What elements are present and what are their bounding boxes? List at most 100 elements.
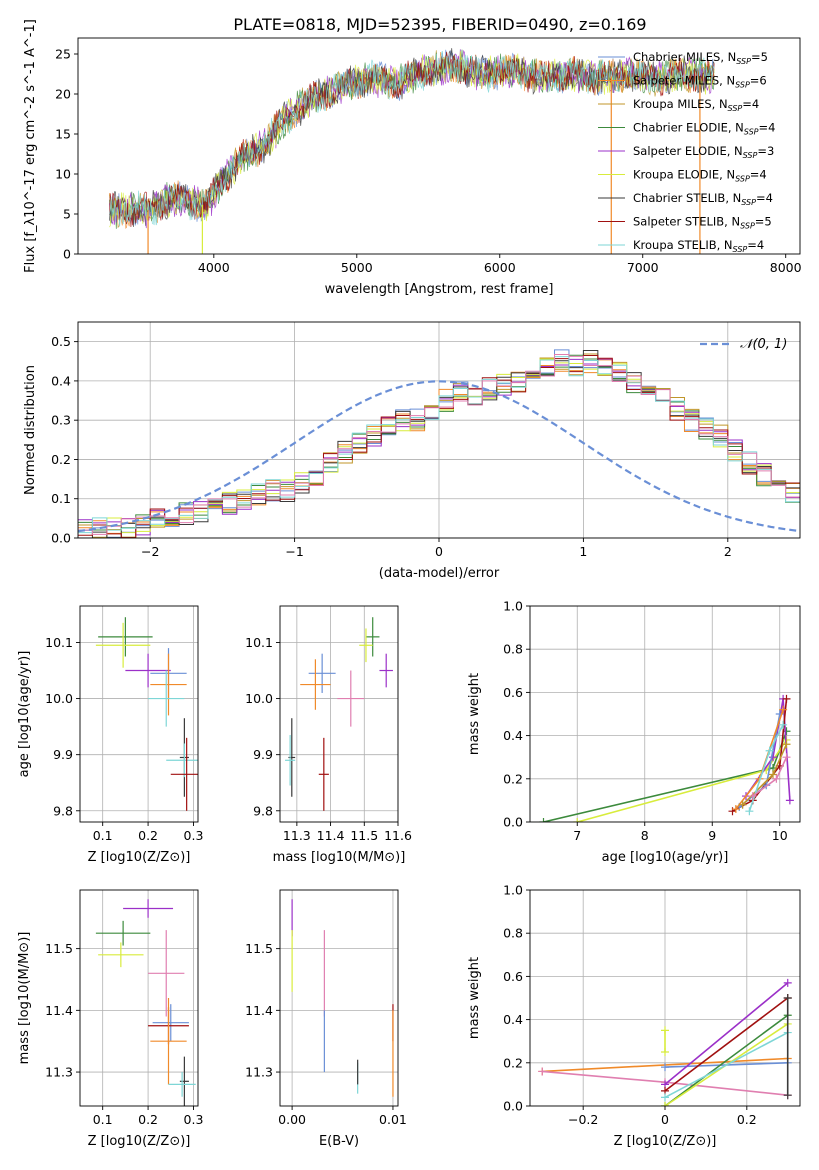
y-tick-label: 0 (63, 247, 71, 262)
mass-weight-marker (785, 796, 794, 805)
y-tick-label: 1.0 (503, 883, 523, 898)
mass-weight-marker (661, 1102, 669, 1106)
legend-label: Salpeter MILES, NSSP=6 (633, 74, 767, 90)
legend-label: Chabrier MILES, NSSP=5 (633, 50, 768, 66)
y-tick-label: 0.0 (503, 815, 523, 830)
mass-weight-marker (782, 694, 791, 703)
mass-weight-marker (769, 753, 777, 762)
mass-weight-marker (573, 818, 582, 822)
mass-weight-marker (783, 978, 792, 987)
mass-weight-marker (765, 746, 774, 755)
y-tick-label: 9.9 (253, 747, 273, 762)
x-tick-label: 0.00 (278, 1112, 306, 1127)
x-axis-label: age [log10(age/yr)] (602, 850, 729, 865)
x-tick-label: 0.2 (138, 1112, 158, 1127)
x-tick-label: −2 (141, 544, 159, 559)
spectrum-frame (77, 37, 801, 255)
y-axis-label: mass weight (467, 673, 482, 755)
x-tick-label: −0.2 (568, 1112, 598, 1127)
legend-label: Chabrier ELODIE, NSSP=4 (633, 121, 775, 137)
x-tick-label: 11.4 (317, 828, 345, 843)
x-axis-label: mass [log10(M/M⊙)] (273, 850, 406, 865)
y-tick-label: 10.0 (245, 691, 273, 706)
legend-label: Kroupa MILES, NSSP=4 (633, 97, 759, 113)
mass-vs-ebv-panel: 0.00 0.01 11.3 11.4 11.5 E(B-V) (245, 889, 407, 1149)
mass-weight-marker (738, 800, 747, 809)
y-tick-label: 0.8 (503, 642, 523, 657)
mass-weight-line (577, 739, 788, 822)
y-tick-label: 11.4 (245, 1003, 273, 1018)
y-tick-label: 11.3 (245, 1065, 273, 1080)
mass-weight-marker (782, 740, 791, 749)
y-tick-label: 1.0 (503, 599, 523, 614)
mass-weight-marker (783, 1091, 792, 1100)
mass-weight-marker (661, 1026, 669, 1035)
mass-weight-marker (772, 774, 781, 783)
mass-weight-line (664, 997, 789, 1092)
figure-title: PLATE=0818, MJD=52395, FIBERID=0490, z=0… (233, 15, 646, 34)
x-tick-label: 6000 (484, 260, 516, 275)
x-tick-label: 0.3 (184, 828, 204, 843)
x-tick-label: 11.6 (384, 828, 412, 843)
y-tick-label: 0.0 (503, 1099, 523, 1114)
y-tick-label: 15 (55, 127, 71, 142)
y-axis-label: Flux [f_λ10^-17 erg cm^-2 s^-1 A^-1] (23, 19, 38, 273)
mass-weight-marker (538, 1067, 547, 1076)
x-tick-label: 7000 (627, 260, 659, 275)
x-tick-label: 0.01 (379, 1112, 407, 1127)
mass-vs-Z-panel: 0.1 0.2 0.3 11.3 11.4 11.5 Z [log10(Z/Z⊙)] mass… (17, 889, 203, 1149)
y-axis-label: age [log10(age/yr)] (17, 651, 32, 778)
y-tick-label: 5 (63, 207, 71, 222)
x-tick-label: 1 (579, 544, 587, 559)
mass-vs-ebv-plot-area (280, 890, 398, 1106)
x-tick-label: 7 (573, 828, 581, 843)
mass-weight-marker (779, 720, 788, 729)
x-tick-label: 0 (661, 1112, 669, 1127)
mass-weight-marker (661, 1063, 669, 1072)
mass-weight-marker (748, 792, 757, 801)
mass-weight-line (664, 1014, 789, 1106)
legend-label: Chabrier STELIB, NSSP=4 (633, 191, 773, 207)
legend-label: 𝒩(0, 1) (740, 337, 787, 352)
mass-weight-marker (769, 770, 777, 779)
x-tick-label: 0.2 (737, 1112, 757, 1127)
x-tick-label: 9 (708, 828, 716, 843)
residuals-panel: 𝒩(0, 1) −2 −1 0 1 2 0.0 0.1 0.2 0.3 0.4 0.5 (data-mo… (23, 321, 801, 581)
legend-label: Salpeter ELODIE, NSSP=3 (633, 144, 774, 160)
y-tick-label: 11.5 (245, 941, 273, 956)
y-tick-label: 0.2 (51, 452, 71, 467)
y-tick-label: 10 (55, 167, 71, 182)
legend-label: Salpeter STELIB, NSSP=5 (633, 215, 772, 231)
residual-histogram (78, 353, 800, 538)
spectrum-legend: Chabrier MILES, NSSP=5 Salpeter MILES, NS… (598, 50, 775, 254)
mass-weight-vs-Z-plot-area (530, 890, 800, 1106)
y-tick-label: 11.4 (45, 1003, 73, 1018)
mass-weight-vs-age-frame (529, 605, 801, 823)
x-tick-label: 0.1 (93, 1112, 113, 1127)
age-vs-mass-frame (279, 605, 399, 823)
y-axis-label: mass [log10(M/M⊙)] (17, 932, 32, 1065)
y-axis-label: mass weight (467, 957, 482, 1039)
y-tick-label: 10.1 (245, 635, 273, 650)
y-tick-label: 0.4 (503, 728, 523, 743)
y-tick-label: 0.2 (503, 771, 523, 786)
y-tick-label: 0.4 (503, 1012, 523, 1027)
x-axis-label: (data-model)/error (379, 566, 500, 581)
y-tick-label: 11.5 (45, 941, 73, 956)
y-tick-label: 10.0 (45, 691, 73, 706)
x-tick-label: 4000 (198, 260, 230, 275)
mass-weight-marker (783, 994, 792, 1002)
legend-label: Kroupa STELIB, NSSP=4 (633, 238, 764, 254)
x-tick-label: 2 (724, 544, 732, 559)
mass-weight-marker (661, 1093, 669, 1102)
x-axis-label: Z [log10(Z/Z⊙)] (88, 850, 191, 865)
y-tick-label: 0.1 (51, 491, 71, 506)
y-tick-label: 25 (55, 47, 71, 62)
x-tick-label: 0.1 (93, 828, 113, 843)
y-tick-label: 0.8 (503, 926, 523, 941)
mass-weight-marker (661, 1048, 669, 1056)
age-vs-Z-panel: 0.1 0.2 0.3 9.8 9.9 10.0 10.1 Z [log10(Z/Z⊙)] ag… (17, 605, 204, 865)
x-tick-label: 0.2 (138, 828, 158, 843)
mass-vs-Z-frame (79, 889, 199, 1107)
